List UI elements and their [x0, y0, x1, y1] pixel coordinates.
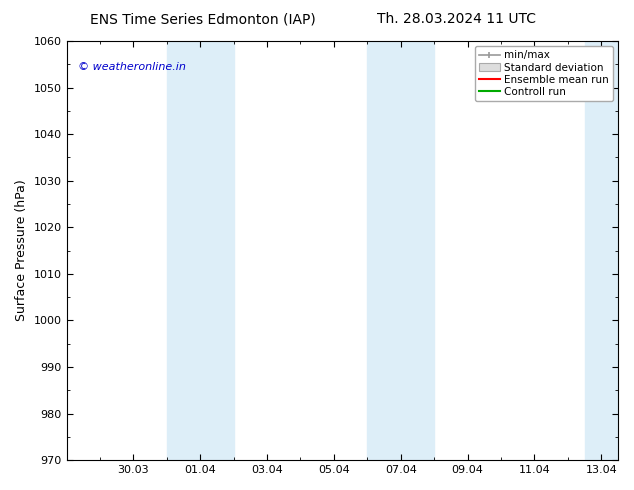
Text: © weatheronline.in: © weatheronline.in: [77, 62, 186, 72]
Text: Th. 28.03.2024 11 UTC: Th. 28.03.2024 11 UTC: [377, 12, 536, 26]
Y-axis label: Surface Pressure (hPa): Surface Pressure (hPa): [15, 180, 28, 321]
Bar: [367, 41, 434, 460]
Bar: [167, 41, 234, 460]
Text: ENS Time Series Edmonton (IAP): ENS Time Series Edmonton (IAP): [90, 12, 316, 26]
Legend: min/max, Standard deviation, Ensemble mean run, Controll run: min/max, Standard deviation, Ensemble me…: [475, 46, 613, 101]
Bar: [585, 41, 618, 460]
